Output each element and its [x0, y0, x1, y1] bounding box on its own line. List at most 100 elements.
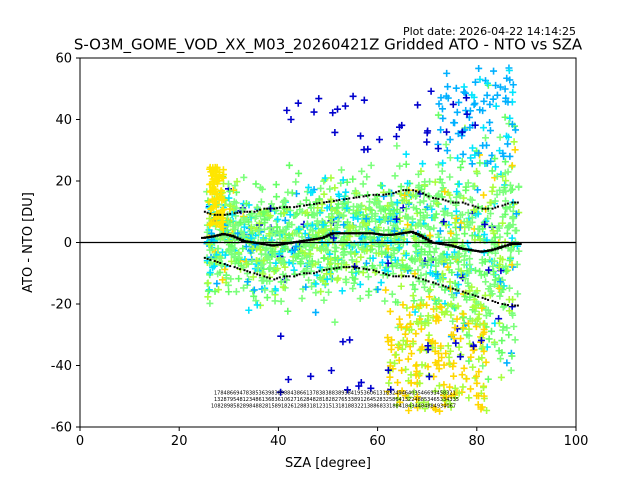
scatter-point — [407, 255, 415, 263]
mean_plus_std-point — [226, 213, 229, 216]
scatter-point — [471, 121, 479, 129]
mean_minus_std-point — [447, 286, 450, 289]
scatter-point — [435, 100, 443, 108]
mean-point — [206, 236, 212, 239]
scatter-point — [223, 226, 231, 234]
scatter-point — [320, 226, 328, 234]
scatter-point — [382, 286, 390, 294]
scatter-point — [378, 258, 386, 266]
scatter-point — [256, 226, 264, 234]
scatter-point — [230, 198, 238, 206]
scatter-point — [321, 219, 329, 227]
scatter-point — [486, 118, 494, 126]
scatter-point — [512, 210, 520, 218]
scatter-point — [423, 346, 431, 354]
scatter-point — [288, 221, 296, 229]
scatter-point — [432, 312, 440, 320]
scatter-point — [320, 296, 328, 304]
scatter-point — [368, 262, 376, 270]
scatter-point — [343, 178, 351, 186]
scatter-point — [377, 181, 385, 189]
scatter-point — [298, 255, 306, 263]
scatter-point — [393, 260, 401, 268]
scatter-point — [232, 204, 240, 212]
mean_minus_std-point — [454, 288, 457, 291]
scatter-point — [204, 287, 212, 295]
scatter-point — [444, 83, 452, 91]
scatter-point — [470, 93, 478, 101]
scatter-point — [367, 246, 375, 254]
scatter-point — [281, 244, 289, 252]
scatter-point — [242, 200, 250, 208]
scatter-point — [203, 228, 211, 236]
scatter-point — [464, 179, 472, 187]
scatter-point — [456, 211, 464, 219]
scatter-point — [363, 247, 371, 255]
mean_plus_std-point — [451, 201, 454, 204]
scatter-point — [454, 250, 462, 258]
scatter-point — [435, 316, 443, 324]
mean_minus_std-point — [335, 267, 338, 270]
scatter-point — [219, 174, 227, 182]
scatter-point — [240, 214, 248, 222]
scatter-point — [467, 385, 475, 393]
mean-point — [345, 232, 351, 235]
mean_minus_std-point — [206, 257, 209, 260]
scatter-point — [469, 303, 477, 311]
scatter-point — [340, 211, 348, 219]
scatter-point — [342, 278, 350, 286]
scatter-point — [466, 255, 474, 263]
scatter-point — [260, 257, 268, 265]
scatter-point — [359, 269, 367, 277]
scatter-point — [499, 188, 507, 196]
scatter-point — [476, 321, 484, 329]
mean-point — [417, 234, 423, 237]
scatter-point — [431, 178, 439, 186]
scatter-point — [217, 223, 225, 231]
scatter-point — [268, 287, 276, 295]
mean_minus_std-point — [246, 270, 249, 273]
scatter-point — [503, 324, 511, 332]
mean_minus_std-point — [229, 265, 232, 268]
mean_minus_std-point — [424, 279, 427, 282]
scatter-point — [459, 310, 467, 318]
mean_plus_std-point — [203, 210, 206, 213]
scatter-point — [384, 245, 392, 253]
scatter-point — [462, 94, 470, 102]
scatter-point — [457, 267, 465, 275]
scatter-point — [386, 210, 394, 218]
scatter-point — [416, 198, 424, 206]
mean_plus_std-point — [219, 213, 222, 216]
scatter-point — [322, 280, 330, 288]
mean-point — [315, 237, 321, 240]
scatter-point — [355, 268, 363, 276]
scatter-point — [337, 238, 345, 246]
scatter-point — [349, 92, 357, 100]
mean_plus_std-point — [216, 213, 219, 216]
mean_plus_std-point — [246, 210, 249, 213]
mean-point — [468, 249, 474, 252]
scatter-point — [253, 301, 261, 309]
scatter-point — [323, 204, 331, 212]
scatter-point — [515, 183, 523, 191]
scatter-point — [421, 283, 429, 291]
scatter-point — [429, 337, 437, 345]
scatter-point — [302, 242, 310, 250]
scatter-point — [446, 278, 454, 286]
scatter-point — [499, 149, 507, 157]
scatter-point — [261, 216, 269, 224]
mean-point — [429, 241, 435, 244]
scatter-point — [230, 244, 238, 252]
scatter-point — [224, 238, 232, 246]
scatter-point — [430, 248, 438, 256]
mean_minus_std-point — [461, 290, 464, 293]
scatter-point — [387, 386, 395, 394]
scatter-point — [444, 342, 452, 350]
scatter-point — [362, 205, 370, 213]
scatter-point — [511, 227, 519, 235]
mean-point — [375, 233, 381, 236]
scatter-point — [395, 356, 403, 364]
scatter-point — [401, 392, 409, 400]
scatter-point — [338, 287, 346, 295]
